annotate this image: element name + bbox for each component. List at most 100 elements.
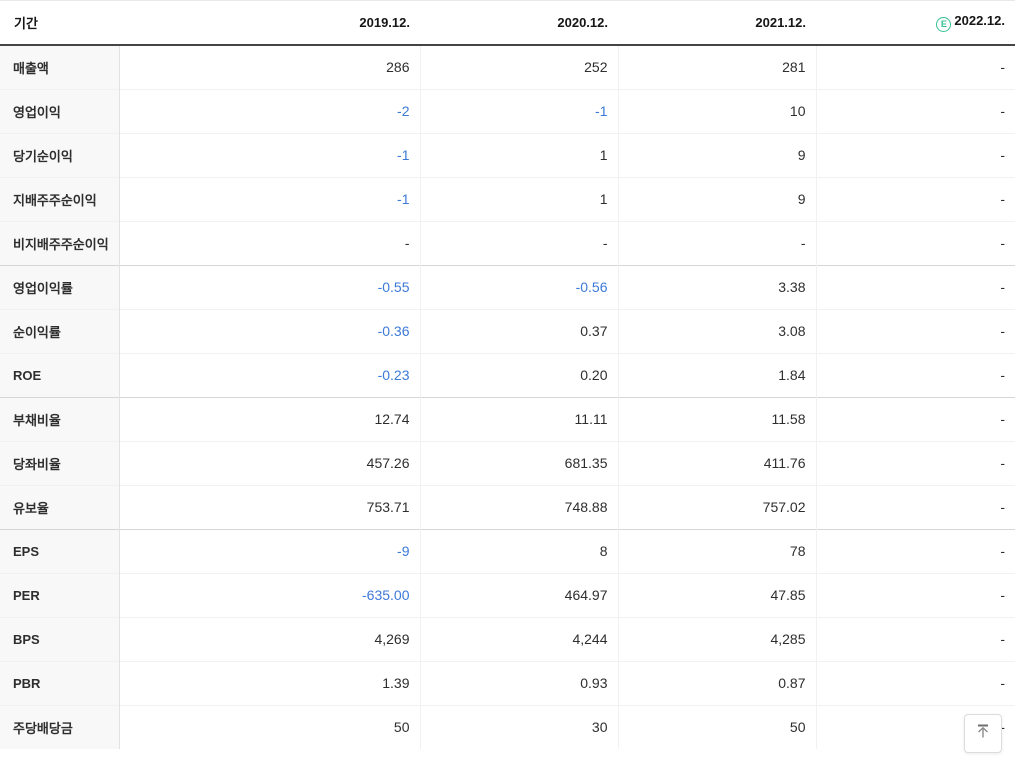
cell-value: 252 [419, 45, 618, 89]
financial-summary-table: 기간 2019.12. 2020.12. 2021.12. E 2022.12. 매출액 2… [0, 1, 1015, 749]
row-label: 지배주주순이익 [0, 176, 120, 221]
row-label: EPS [0, 528, 120, 573]
cell-value: -0.56 [419, 264, 618, 309]
cell-value: 30 [419, 704, 618, 749]
cell-value: - [815, 660, 1015, 705]
cell-value: - [815, 484, 1015, 529]
cell-value: - [815, 45, 1015, 89]
cell-value: 11.58 [617, 396, 816, 441]
cell-value: 4,244 [419, 616, 618, 661]
cell-value: - [815, 176, 1015, 221]
row-label: PER [0, 572, 120, 617]
cell-value: 757.02 [617, 484, 816, 529]
cell-value: 0.20 [419, 352, 618, 397]
cell-value: - [815, 528, 1015, 573]
table-row: 영업이익 -2 -1 10- [0, 88, 1015, 133]
scroll-to-top-button[interactable] [964, 714, 1002, 753]
table-row: PBR 1.39 0.93 0.87- [0, 660, 1015, 705]
cell-value: -1 [419, 88, 618, 133]
cell-value: 411.76 [617, 440, 816, 485]
cell-value: -635.00 [119, 572, 420, 617]
cell-value: 10 [617, 88, 816, 133]
cell-value: - [815, 572, 1015, 617]
cell-value: - [815, 220, 1015, 265]
cell-value: 50 [119, 704, 420, 749]
table-row: ROE -0.23 0.20 1.84- [0, 352, 1015, 397]
cell-value: 1.39 [119, 660, 420, 705]
cell-value: 4,285 [617, 616, 816, 661]
table-row: 부채비율 12.74 11.11 11.58- [0, 396, 1015, 441]
cell-value: 464.97 [419, 572, 618, 617]
row-label: 순이익률 [0, 308, 120, 353]
table-header: 기간 2019.12. 2020.12. 2021.12. E 2022.12. [0, 1, 1015, 46]
row-label: 부채비율 [0, 396, 120, 441]
cell-value: 3.08 [617, 308, 816, 353]
table-row: PER -635.00 464.97 47.85- [0, 572, 1015, 617]
cell-value: 78 [617, 528, 816, 573]
row-label: BPS [0, 616, 120, 661]
row-label: 영업이익률 [0, 264, 120, 309]
cell-value: 748.88 [419, 484, 618, 529]
financial-summary-table-container: 기간 2019.12. 2020.12. 2021.12. E 2022.12. 매출액 2… [0, 0, 1015, 749]
cell-value: 50 [617, 704, 816, 749]
cell-value: -0.55 [119, 264, 420, 309]
cell-value: 1 [419, 132, 618, 177]
cell-value: 9 [617, 176, 816, 221]
cell-value: -2 [119, 88, 420, 133]
table-row: 주당배당금 50 30 50- [0, 704, 1015, 749]
cell-value: 12.74 [119, 396, 420, 441]
table-row: 순이익률 -0.36 0.37 3.08- [0, 308, 1015, 353]
table-body: 매출액 286 252 281- 영업이익 -2 -1 10- 당기순이익 -1 1 9- 지배주주순이… [0, 45, 1015, 749]
cell-value: 0.93 [419, 660, 618, 705]
cell-value: - [815, 308, 1015, 353]
cell-value: -9 [119, 528, 420, 573]
cell-value: -1 [119, 176, 420, 221]
cell-value: 281 [617, 45, 816, 89]
cell-value: -0.36 [119, 308, 420, 353]
cell-value: 3.38 [617, 264, 816, 309]
cell-value: 4,269 [119, 616, 420, 661]
table-row: 영업이익률 -0.55 -0.56 3.38- [0, 264, 1015, 309]
column-header: 2021.12. [618, 1, 816, 46]
cell-value: - [815, 616, 1015, 661]
cell-value: 1.84 [617, 352, 816, 397]
cell-value: 1 [419, 176, 618, 221]
period-column-header: 기간 [0, 1, 119, 46]
cell-value: - [815, 440, 1015, 485]
arrow-up-to-top-icon [974, 722, 992, 745]
column-header: E 2022.12. [816, 1, 1015, 46]
row-label: 주당배당금 [0, 704, 120, 749]
cell-value: 11.11 [419, 396, 618, 441]
cell-value: - [815, 264, 1015, 309]
table-row: 유보율 753.71 748.88 757.02- [0, 484, 1015, 529]
cell-value: 0.87 [617, 660, 816, 705]
table-row: 지배주주순이익 -1 1 9- [0, 176, 1015, 221]
column-header: 2020.12. [420, 1, 618, 46]
row-label: 비지배주주순이익 [0, 220, 120, 265]
table-row: 당좌비율 457.26 681.35 411.76- [0, 440, 1015, 485]
row-label: 매출액 [0, 45, 120, 89]
table-row: BPS 4,269 4,244 4,285- [0, 616, 1015, 661]
cell-value: 753.71 [119, 484, 420, 529]
table-row: 당기순이익 -1 1 9- [0, 132, 1015, 177]
row-label: ROE [0, 352, 120, 397]
row-label: 영업이익 [0, 88, 120, 133]
table-row: 매출액 286 252 281- [0, 45, 1015, 89]
cell-value: - [815, 132, 1015, 177]
table-row: 비지배주주순이익 - - - - [0, 220, 1015, 265]
cell-value: - [815, 352, 1015, 397]
cell-value: 0.37 [419, 308, 618, 353]
cell-value: - [815, 88, 1015, 133]
header-row: 기간 2019.12. 2020.12. 2021.12. E 2022.12. [0, 1, 1015, 46]
row-label: 유보율 [0, 484, 120, 529]
cell-value: -0.23 [119, 352, 420, 397]
row-label: 당기순이익 [0, 132, 120, 177]
cell-value: 47.85 [617, 572, 816, 617]
cell-value: 9 [617, 132, 816, 177]
cell-value: - [119, 220, 420, 265]
cell-value: 681.35 [419, 440, 618, 485]
cell-value: 8 [419, 528, 618, 573]
table-row: EPS -9 8 78- [0, 528, 1015, 573]
column-header: 2019.12. [119, 1, 420, 46]
cell-value: -1 [119, 132, 420, 177]
